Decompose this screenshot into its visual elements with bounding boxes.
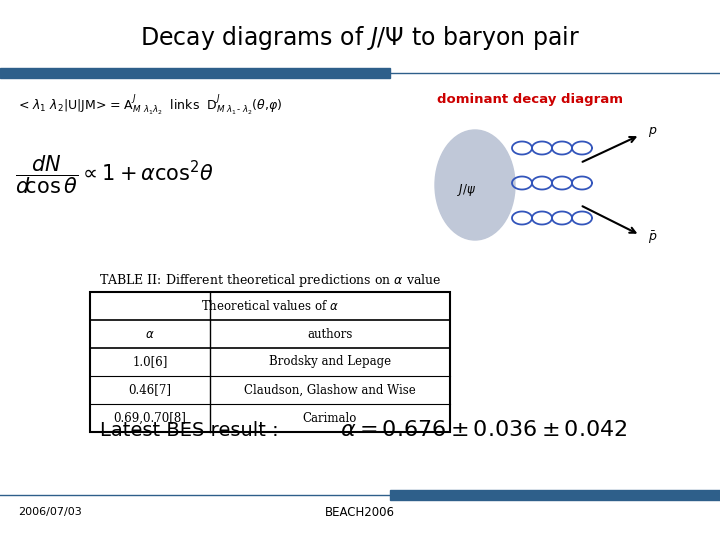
- Text: $J/\psi$: $J/\psi$: [457, 182, 477, 198]
- Bar: [0, 68, 390, 78]
- Text: TABLE II: Different theoretical predictions on $\alpha$ value: TABLE II: Different theoretical predicti…: [99, 272, 441, 289]
- Text: 1.0[6]: 1.0[6]: [132, 355, 168, 368]
- Text: 0.69,0.70[8]: 0.69,0.70[8]: [114, 411, 186, 424]
- Text: $\dfrac{dN}{d\!\cos\theta} \propto 1 + \alpha\cos^2\!\theta$: $\dfrac{dN}{d\!\cos\theta} \propto 1 + \…: [15, 154, 215, 196]
- Text: $\alpha$: $\alpha$: [145, 327, 155, 341]
- Text: 2006/07/03: 2006/07/03: [18, 507, 82, 517]
- Bar: [390, 490, 720, 500]
- Text: Theoretical values of $\alpha$: Theoretical values of $\alpha$: [201, 299, 339, 313]
- Text: $p$: $p$: [648, 125, 657, 139]
- Text: Brodsky and Lepage: Brodsky and Lepage: [269, 355, 391, 368]
- Text: $\bar{p}$: $\bar{p}$: [648, 230, 657, 246]
- Text: BEACH2006: BEACH2006: [325, 505, 395, 518]
- Text: $\alpha = 0.676 \pm 0.036 \pm 0.042$: $\alpha = 0.676 \pm 0.036 \pm 0.042$: [340, 420, 627, 440]
- Ellipse shape: [435, 130, 515, 240]
- Text: Decay diagrams of $J/\Psi$ to baryon pair: Decay diagrams of $J/\Psi$ to baryon pai…: [140, 24, 580, 52]
- Text: dominant decay diagram: dominant decay diagram: [437, 93, 623, 106]
- Text: < $\lambda_1$ $\lambda_2$|U|JM> = A$^J_{M\ \lambda_1\lambda_2}$  links  D$^J_{M\: < $\lambda_1$ $\lambda_2$|U|JM> = A$^J_{…: [18, 93, 282, 117]
- Text: authors: authors: [307, 327, 353, 341]
- Text: Claudson, Glashow and Wise: Claudson, Glashow and Wise: [244, 383, 416, 396]
- Bar: [90, 292, 450, 432]
- Text: 0.46[7]: 0.46[7]: [128, 383, 171, 396]
- Text: Carimalo: Carimalo: [303, 411, 357, 424]
- Text: Latest BES result :: Latest BES result :: [100, 421, 279, 440]
